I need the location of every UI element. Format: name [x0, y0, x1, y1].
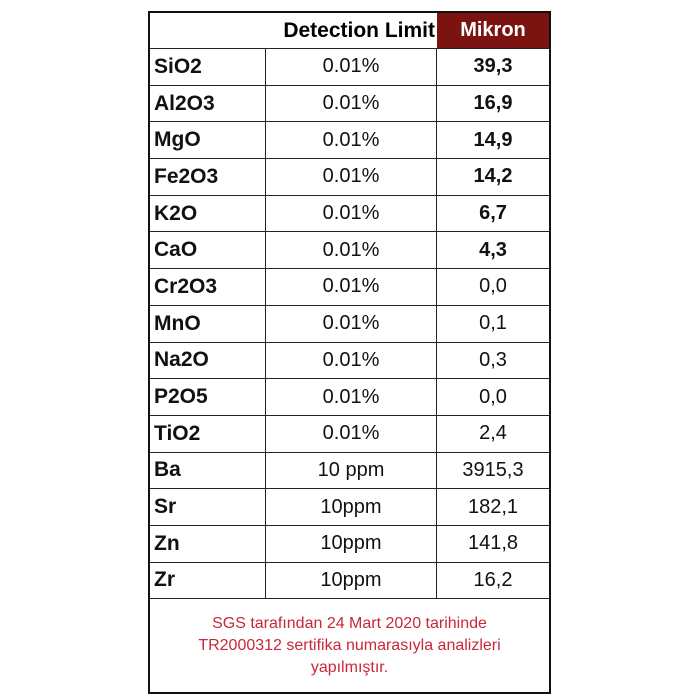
- element-cell: Sr: [150, 489, 266, 525]
- detection-limit-cell: 0.01%: [266, 49, 437, 85]
- element-cell: MgO: [150, 122, 266, 159]
- detection-limit-cell: 0.01%: [266, 379, 437, 415]
- detection-limit-cell: 0.01%: [266, 85, 437, 122]
- detection-limit-cell: 0.01%: [266, 159, 437, 195]
- value-cell: 0,0: [479, 275, 507, 298]
- value-cell: 14,2: [473, 165, 513, 188]
- detection-limit-cell: 10ppm: [266, 562, 437, 599]
- value-cell: 14,9: [473, 128, 513, 151]
- element-cell: Fe2O3: [150, 159, 266, 195]
- element-cell: MnO: [150, 305, 266, 342]
- table-row: Ba 10 ppm 3915,3: [150, 452, 549, 490]
- value-cell: 0,3: [479, 348, 507, 371]
- value-cell: 6,7: [479, 202, 507, 225]
- element-cell: K2O: [150, 195, 266, 232]
- detection-limit-cell: 0.01%: [266, 305, 437, 342]
- detection-limit-cell: 0.01%: [266, 269, 437, 305]
- element-cell: Al2O3: [150, 85, 266, 122]
- mikron-header: Mikron: [437, 13, 549, 48]
- table-row: Zn 10ppm 141,8: [150, 525, 549, 563]
- table-row: CaO 0.01% 4,3: [150, 232, 549, 270]
- value-cell: 2,4: [479, 422, 507, 445]
- value-cell: 16,2: [473, 568, 513, 591]
- table-row: TiO2 0.01% 2,4: [150, 415, 549, 453]
- certificate-note: SGS tarafından 24 Mart 2020 tarihinde TR…: [198, 614, 501, 676]
- table-row: SiO2 0.01% 39,3: [150, 49, 549, 86]
- table-row: P2O5 0.01% 0,0: [150, 379, 549, 416]
- detection-limit-cell: 0.01%: [266, 122, 437, 159]
- value-cell: 39,3: [473, 55, 513, 78]
- detection-limit-cell: 10 ppm: [266, 452, 437, 489]
- detection-limit-cell: 0.01%: [266, 415, 437, 452]
- analysis-table: Detection Limit Mikron SiO2 0.01% 39,3 Al2O…: [148, 11, 551, 695]
- table-row: MgO 0.01% 14,9: [150, 122, 549, 160]
- element-cell: Cr2O3: [150, 269, 266, 305]
- table-row: Cr2O3 0.01% 0,0: [150, 269, 549, 306]
- table-row: Zr 10ppm 16,2: [150, 562, 549, 600]
- table-row: Fe2O3 0.01% 14,2: [150, 159, 549, 196]
- element-cell: Zn: [150, 525, 266, 562]
- element-cell: Na2O: [150, 342, 266, 379]
- value-cell: 4,3: [479, 238, 507, 261]
- table-row: Al2O3 0.01% 16,9: [150, 85, 549, 123]
- detection-limit-header: Detection Limit: [283, 18, 435, 42]
- element-cell: Ba: [150, 452, 266, 489]
- value-cell: 0,1: [479, 312, 507, 335]
- value-cell: 0,0: [479, 385, 507, 408]
- element-cell: TiO2: [150, 415, 266, 452]
- value-cell: 16,9: [473, 92, 513, 115]
- value-cell: 3915,3: [462, 458, 524, 481]
- detection-limit-cell: 0.01%: [266, 342, 437, 379]
- detection-limit-cell: 10ppm: [266, 525, 437, 562]
- table-row: MnO 0.01% 0,1: [150, 305, 549, 343]
- header-row: Detection Limit Mikron: [150, 13, 549, 49]
- element-cell: P2O5: [150, 379, 266, 415]
- value-cell: 182,1: [467, 495, 519, 518]
- table-row: Sr 10ppm 182,1: [150, 489, 549, 526]
- table-row: Na2O 0.01% 0,3: [150, 342, 549, 380]
- element-cell: CaO: [150, 232, 266, 269]
- value-cell: 141,8: [467, 532, 519, 555]
- detection-limit-cell: 0.01%: [266, 232, 437, 269]
- detection-limit-cell: 10ppm: [266, 489, 437, 525]
- element-cell: SiO2: [150, 49, 266, 85]
- table-row: K2O 0.01% 6,7: [150, 195, 549, 233]
- detection-limit-cell: 0.01%: [266, 195, 437, 232]
- element-cell: Zr: [150, 562, 266, 599]
